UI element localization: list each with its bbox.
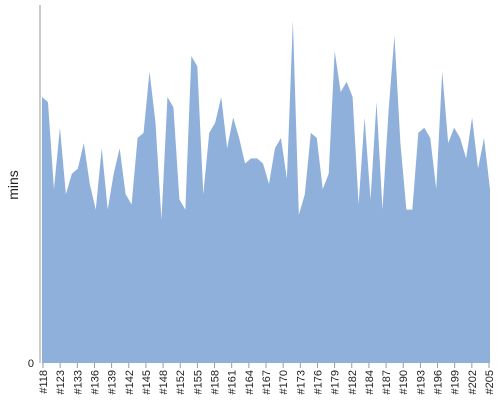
x-tick-label: #170 [278, 370, 290, 394]
x-tick-label: #164 [244, 370, 256, 394]
x-tick-label: #193 [415, 370, 427, 394]
x-tick-label: #199 [450, 370, 462, 394]
x-tick-label: #161 [227, 370, 239, 394]
x-tick-label: #176 [312, 370, 324, 394]
x-tick-label: #187 [381, 370, 393, 394]
area-series [42, 20, 490, 364]
x-tick-label: #145 [141, 370, 153, 394]
x-tick-label: #158 [210, 370, 222, 394]
y-axis-label: mins [5, 170, 21, 200]
y-tick-label: 0 [28, 358, 34, 370]
x-tick-label: #136 [89, 370, 101, 394]
x-axis-ticks: #118 #123 #133 #136 #139 #142 #145 #148 #152 #155… [38, 363, 496, 394]
x-tick-label: #179 [330, 370, 342, 394]
x-tick-label: #133 [72, 370, 84, 394]
x-tick-label: #182 [347, 370, 359, 394]
x-tick-label: #205 [484, 370, 496, 394]
x-tick-label: #148 [158, 370, 170, 394]
x-tick-label: #139 [107, 370, 119, 394]
x-tick-label: #190 [398, 370, 410, 394]
plot-area [42, 20, 490, 364]
x-tick-label: #152 [175, 370, 187, 394]
x-tick-label: #167 [261, 370, 273, 394]
x-tick-label: #173 [295, 370, 307, 394]
x-tick-label: #184 [364, 370, 376, 394]
y-axis-ticks: 0 [28, 358, 34, 370]
x-tick-label: #142 [124, 370, 136, 394]
x-tick-label: #118 [38, 370, 50, 394]
x-tick-label: #196 [433, 370, 445, 394]
x-tick-label: #123 [55, 370, 67, 394]
x-tick-label: #202 [467, 370, 479, 394]
x-tick-label: #155 [192, 370, 204, 394]
